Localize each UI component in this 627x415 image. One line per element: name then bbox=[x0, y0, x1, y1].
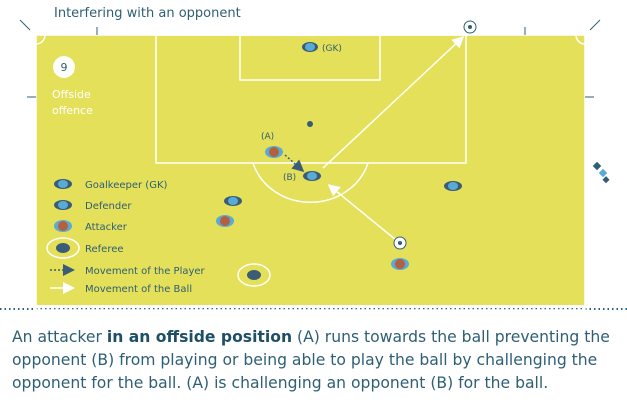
penalty-arc bbox=[252, 162, 369, 204]
ball-top-icon bbox=[463, 20, 477, 34]
defender-b bbox=[303, 171, 321, 181]
caption-part2: (A) runs towards the ball preventing the… bbox=[12, 328, 610, 392]
attacker-a bbox=[265, 146, 283, 158]
defender-right bbox=[444, 181, 462, 191]
legend-label-goalkeeper: Goalkeeper (GK) bbox=[85, 180, 168, 191]
corner-arc-left bbox=[35, 34, 46, 45]
legend-label-referee: Referee bbox=[85, 244, 124, 255]
defender-icon bbox=[54, 200, 72, 210]
pitch-lines bbox=[35, 17, 586, 311]
attacker-icon bbox=[54, 220, 72, 232]
goal bbox=[281, 17, 339, 36]
badge-circle bbox=[53, 56, 75, 78]
ball-movement-arrow-1 bbox=[322, 35, 465, 169]
label-a: (A) bbox=[261, 132, 274, 142]
label-b: (B) bbox=[283, 173, 296, 183]
section-label-line1: Offside bbox=[52, 88, 91, 101]
tick-marks bbox=[19, 19, 601, 98]
legend-label-attacker: Attacker bbox=[85, 222, 128, 233]
caption: An attacker in an offside position (A) r… bbox=[12, 326, 622, 395]
referee-on-pitch bbox=[237, 263, 271, 287]
assistant-referee-flag-icon bbox=[592, 161, 610, 184]
goalkeeper-gk bbox=[302, 42, 318, 52]
caption-bold: in an offside position bbox=[106, 328, 293, 346]
label-gk: (GK) bbox=[322, 44, 342, 54]
attacker-bottom-right bbox=[391, 258, 409, 270]
ball-bottom-icon bbox=[393, 236, 407, 250]
legend-label-player-movement: Movement of the Player bbox=[85, 266, 206, 277]
legend: Goalkeeper (GK) Defender Attacker Refere… bbox=[46, 179, 206, 295]
attacker-left bbox=[216, 215, 234, 227]
pitch bbox=[36, 35, 585, 305]
caption-part1: An attacker bbox=[12, 328, 107, 346]
badge-number: 9 bbox=[61, 61, 68, 74]
defender-left bbox=[224, 196, 242, 206]
goalkeeper-icon bbox=[54, 179, 72, 189]
referee-icon bbox=[46, 237, 80, 259]
diagram-title: Interfering with an opponent bbox=[54, 6, 241, 21]
legend-label-ball-movement: Movement of the Ball bbox=[85, 284, 192, 295]
section-label-line2: offence bbox=[52, 104, 93, 117]
corner-arc-right bbox=[575, 34, 586, 45]
penalty-spot bbox=[307, 121, 313, 127]
ball-movement-arrow-2 bbox=[327, 184, 397, 241]
legend-label-defender: Defender bbox=[85, 201, 132, 212]
